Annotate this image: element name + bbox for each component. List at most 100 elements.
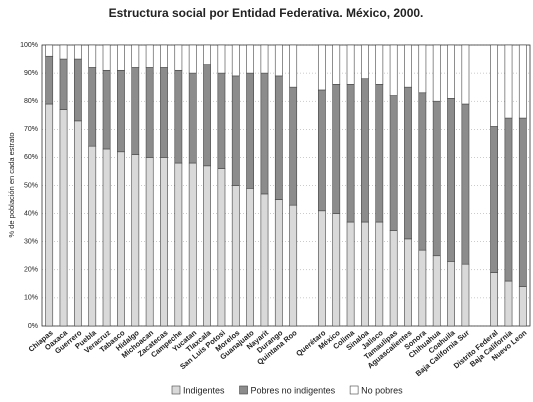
bar-segment <box>332 44 341 85</box>
bar-segment <box>117 151 125 327</box>
bar-segment <box>346 84 355 223</box>
bar-segment <box>231 75 240 186</box>
bar-segment <box>45 44 54 57</box>
bar-segment <box>375 44 384 85</box>
bar-segment <box>102 44 111 71</box>
bar-segment <box>418 92 427 251</box>
bar-segment <box>375 221 384 327</box>
chart-title: Estructura social por Entidad Federativa… <box>109 6 424 20</box>
bar-segment <box>418 44 427 94</box>
legend-label: No pobres <box>361 385 403 395</box>
y-axis-label: % de población en cada estrato <box>7 132 16 237</box>
bar-segment <box>317 89 326 212</box>
bar-segment <box>518 117 527 287</box>
bar-segment <box>160 67 168 158</box>
bar-segment <box>102 69 111 150</box>
legend-label: Indigentes <box>183 385 225 395</box>
y-tick-label: 60% <box>24 154 38 161</box>
bar-segment <box>274 75 283 200</box>
bar-segment <box>102 148 111 327</box>
bar-segment <box>188 72 197 164</box>
bar-segment <box>260 193 269 327</box>
y-tick-label: 30% <box>24 239 38 246</box>
legend: Indigentes Pobres no indigentes No pobres <box>171 385 403 395</box>
bar-segment <box>145 157 154 327</box>
bar-segment <box>203 165 211 327</box>
bar-segment <box>203 44 211 65</box>
bar-segment <box>317 210 326 327</box>
bar-segment <box>217 168 226 327</box>
bar-segment <box>432 100 441 257</box>
bar-segment <box>361 78 369 223</box>
y-tick-label: 70% <box>24 126 38 133</box>
bar-segment <box>461 263 470 327</box>
bar-segment <box>504 280 513 327</box>
bar-segment <box>160 157 168 327</box>
y-tick-label: 10% <box>24 295 38 302</box>
bar-segment <box>88 67 97 147</box>
bar-segment <box>73 44 82 60</box>
bar-segment <box>260 72 269 195</box>
bar-segment <box>217 72 226 169</box>
bar-segment <box>246 188 255 327</box>
bar-segment <box>404 86 412 240</box>
bar-segment <box>518 44 527 119</box>
bar-segment <box>59 109 68 327</box>
bar-segment <box>145 44 154 68</box>
bar-segment <box>332 213 341 327</box>
bar-segment <box>188 162 197 327</box>
bar-segment <box>174 162 183 327</box>
bar-segment <box>447 261 455 327</box>
bar-segment <box>73 120 82 327</box>
bar-segment <box>418 249 427 327</box>
legend-swatch <box>349 385 359 395</box>
bar-segment <box>346 221 355 327</box>
bar-segment <box>504 117 513 282</box>
bar-segment <box>160 44 168 68</box>
bar-segment <box>274 199 283 327</box>
y-tick-label: 20% <box>24 267 38 274</box>
bar-segment <box>461 44 470 105</box>
bar-segment <box>131 67 140 155</box>
y-tick-label: 90% <box>24 70 38 77</box>
bar-segment <box>145 67 154 158</box>
bar-segment <box>432 44 441 102</box>
bar-segment <box>59 44 68 60</box>
bar-segment <box>231 44 240 77</box>
y-tick-label: 50% <box>24 182 38 189</box>
bar-segment <box>260 44 269 74</box>
bar-segment <box>117 44 125 71</box>
bar-segment <box>231 185 240 327</box>
bar-segment <box>490 272 499 327</box>
bar-segment <box>504 44 513 119</box>
bar-segment <box>461 103 470 265</box>
bar-segment <box>361 221 369 327</box>
bar-segment <box>361 44 369 80</box>
legend-label: Pobres no indigentes <box>251 385 336 395</box>
bar-segment <box>404 44 412 88</box>
bar-segment <box>289 86 298 206</box>
bar-segment <box>217 44 226 74</box>
legend-swatch <box>239 385 248 395</box>
y-tick-label: 80% <box>24 98 38 105</box>
bar-segment <box>131 44 140 68</box>
bar-segment <box>289 204 298 327</box>
bar-segment <box>203 64 211 167</box>
bar-segment <box>88 44 97 68</box>
bar-segment <box>45 103 54 327</box>
bar-segment <box>317 44 326 91</box>
y-tick-label: 0% <box>28 323 38 330</box>
bar-segment <box>274 44 283 77</box>
bar-segment <box>174 44 183 71</box>
bar-segment <box>490 126 499 273</box>
bar-segment <box>346 44 355 85</box>
bar-segment <box>174 69 183 164</box>
bar-segment <box>518 286 527 327</box>
bar-segment <box>490 44 499 127</box>
bar-segment <box>447 98 455 262</box>
bar-segment <box>389 95 398 231</box>
bar-segment <box>45 55 54 105</box>
bar-segment <box>117 69 125 153</box>
bar-segment <box>289 44 298 88</box>
